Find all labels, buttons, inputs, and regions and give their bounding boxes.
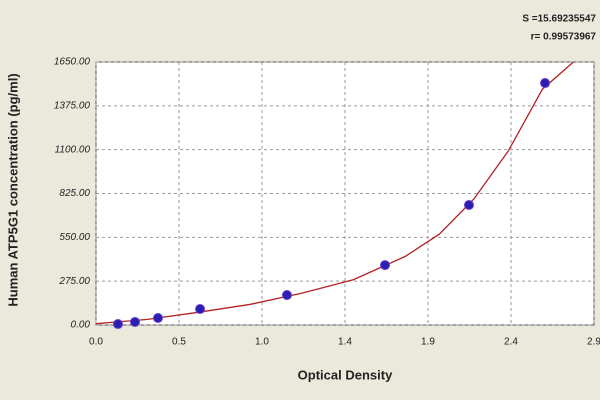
y-tick-label: 825.00 [59,188,90,199]
x-tick-label: 0.0 [89,337,103,348]
y-tick-label: 1375.00 [54,100,91,111]
x-tick-label: 1.4 [338,337,352,348]
data-point [540,78,551,89]
data-point [281,290,292,301]
x-tick-label: 2.4 [504,337,518,348]
x-tick-label: 1.0 [255,337,269,348]
y-tick-label: 0.00 [71,320,91,331]
x-tick-label: 1.9 [421,337,435,348]
y-tick-label: 275.00 [58,276,90,287]
stat-s: S =15.69235547 [522,14,596,25]
y-tick-label: 1100.00 [55,144,91,155]
fit-curve [95,61,574,325]
y-tick-label: 550.00 [59,232,90,243]
data-point [129,316,140,327]
data-point [152,312,163,323]
y-axis-title: Human ATP5G1 concentration (pg/ml) [5,73,20,306]
stat-r: r= 0.99573967 [531,32,597,43]
x-tick-label: 0.5 [172,337,186,348]
data-point [195,304,206,315]
x-axis-title: Optical Density [298,367,393,382]
data-point [463,199,474,210]
data-point [380,260,391,271]
x-tick-label: 2.9 [587,337,600,348]
data-point [112,319,123,330]
y-tick-label: 1650.00 [54,57,91,68]
